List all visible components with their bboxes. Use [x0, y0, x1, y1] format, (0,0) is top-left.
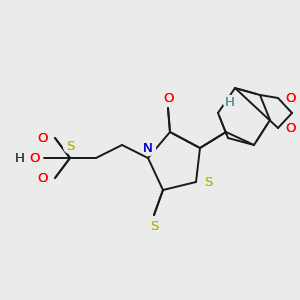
- Text: S: S: [150, 220, 158, 233]
- Text: O: O: [285, 122, 295, 134]
- Text: H: H: [15, 152, 25, 164]
- Text: S: S: [66, 140, 74, 152]
- Text: O: O: [38, 172, 48, 184]
- Text: S: S: [204, 176, 212, 188]
- Text: O: O: [163, 92, 173, 104]
- Text: O: O: [285, 92, 295, 104]
- Text: O: O: [38, 172, 48, 184]
- Text: O: O: [38, 131, 48, 145]
- Text: S: S: [66, 140, 74, 152]
- Text: O: O: [29, 152, 39, 164]
- Text: S: S: [204, 176, 212, 188]
- Text: O: O: [29, 152, 39, 164]
- Text: O: O: [163, 92, 173, 104]
- Text: N: N: [143, 142, 153, 154]
- Text: H: H: [225, 95, 235, 109]
- Text: N: N: [143, 142, 153, 154]
- Text: H: H: [15, 152, 25, 164]
- Text: O: O: [285, 122, 295, 134]
- Text: O: O: [38, 131, 48, 145]
- Text: S: S: [150, 220, 158, 233]
- Text: O: O: [285, 92, 295, 104]
- Text: H: H: [225, 95, 235, 109]
